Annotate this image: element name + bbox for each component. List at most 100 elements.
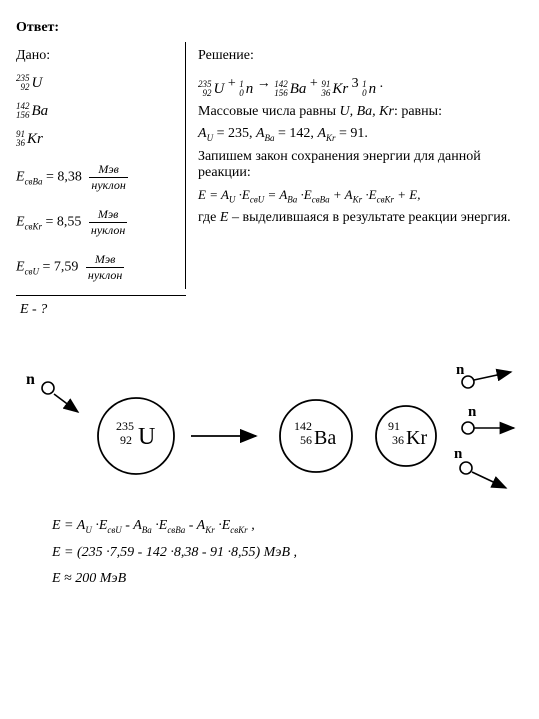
e1-3: свU: [107, 525, 121, 535]
l5-6: ·E: [297, 187, 311, 202]
sol-line2: Массовые числа равны U, Ba, Kr: равны:: [198, 104, 523, 120]
d-ba-mass: 142: [294, 419, 312, 433]
l2c: : равны:: [394, 104, 442, 119]
e-kr-sub: свKr: [25, 222, 42, 232]
d-n1-lbl: n: [456, 362, 465, 378]
e1-9: Kr: [205, 525, 215, 535]
ba-charge: 156: [16, 111, 30, 120]
d-u-mass: 235: [116, 419, 134, 433]
l5-8: + A: [330, 187, 353, 202]
e1-0: E = A: [52, 518, 85, 533]
d-u-circle: [98, 398, 174, 474]
d-n1-arrow: [474, 372, 511, 380]
unit-num-1: Мэв: [89, 162, 127, 178]
e-u-sub: свU: [25, 267, 39, 277]
l2a: Массовые числа равны: [198, 104, 340, 119]
d-u-charge: 92: [120, 433, 132, 447]
r-n1-s: n: [246, 81, 254, 98]
eq-line1: E = AU ·EсвU - ABa ·EсвBa - AKr ·EсвKr ,: [52, 518, 523, 535]
e-u-line: EсвU = 7,59 Мэвнуклон: [16, 252, 177, 283]
answer-label: Ответ:: [16, 20, 523, 36]
e-u-lbl: E: [16, 260, 25, 275]
u-charge: 92: [16, 83, 30, 92]
d-n3-lbl: n: [454, 446, 463, 462]
e-ba-sub: свBa: [25, 177, 43, 187]
sol-line3: AU = 235, ABa = 142, AKr = 91.: [198, 126, 523, 143]
l6a: где: [198, 210, 220, 225]
unit-num-2: Мэв: [89, 207, 127, 223]
kr-charge: 36: [16, 139, 25, 148]
r-n3-s: n: [369, 81, 377, 98]
l3f: = 142,: [275, 126, 318, 141]
l3h: Kr: [326, 133, 336, 143]
eq-line2: E = (235 ·7,59 - 142 ·8,38 - 91 ·8,55) М…: [52, 545, 523, 561]
sol-line5: E = AU ·EсвU = ABa ·EсвBa + AKr ·EсвKr +…: [198, 187, 523, 205]
e-u-eq: = 7,59: [39, 260, 82, 275]
r-kr-c: 36: [321, 89, 330, 98]
r-kr-s: Kr: [332, 81, 348, 98]
unit-den-3: нуклон: [86, 268, 124, 283]
d-n3-arrow: [472, 472, 506, 488]
l6c: – выделившаяся в результате реакции энер…: [228, 210, 510, 225]
d-n-in: n: [26, 371, 35, 388]
given-divider: [16, 295, 186, 296]
r-plus1: +: [228, 76, 239, 91]
e1-5: Ba: [142, 525, 152, 535]
eq-line3: E ≈ 200 МэВ: [52, 571, 523, 587]
e-ba-line: EсвBa = 8,38 Мэвнуклон: [16, 162, 177, 193]
r-ba-s: Ba: [290, 81, 307, 98]
d-n2-lbl: n: [468, 404, 477, 420]
l5-2: ·E: [235, 187, 249, 202]
d-kr-sym: Kr: [406, 427, 427, 449]
find-line: E - ?: [20, 302, 523, 318]
r-ba-c: 156: [274, 89, 288, 98]
r-u-c: 92: [198, 89, 212, 98]
l5-5: Ba: [287, 194, 297, 204]
l3a: A: [198, 126, 207, 141]
e-kr-eq: = 8,55: [42, 215, 85, 230]
d-u-sym: U: [138, 424, 155, 450]
l5-10: ·E: [362, 187, 376, 202]
fission-diagram: n 235 92 U 142 56 Ba 91 36 Kr n n n: [16, 346, 523, 496]
unit-den-2: нуклон: [89, 223, 127, 238]
d-kr-charge: 36: [392, 433, 404, 447]
r-tail: 3: [352, 76, 359, 91]
d-n1-circle: [462, 376, 474, 388]
r-n3-c: 0: [362, 89, 367, 98]
e1-7: свBa: [167, 525, 185, 535]
given-iso-ba: 142156 Ba: [16, 98, 177, 120]
r-plus2: +: [310, 76, 321, 91]
r-n1-c: 0: [239, 89, 244, 98]
d-ba-charge: 56: [300, 433, 312, 447]
e-kr-line: EсвKr = 8,55 Мэвнуклон: [16, 207, 177, 238]
r-arrow: →: [257, 76, 275, 91]
solution-title: Решение:: [198, 48, 523, 64]
final-equations: E = AU ·EсвU - ABa ·EсвBa - AKr ·EсвKr ,…: [52, 518, 523, 587]
ba-sym: Ba: [32, 103, 49, 120]
e-kr-lbl: E: [16, 215, 25, 230]
l5-12: + E,: [394, 187, 420, 202]
e-ba-lbl: E: [16, 170, 25, 185]
l5-7: свBa: [312, 194, 330, 204]
e1-6: ·E: [152, 518, 168, 533]
l5-4: = A: [264, 187, 287, 202]
e1-8: - A: [185, 518, 205, 533]
l3d: A: [256, 126, 265, 141]
main-row: Дано: 23592 U 142156 Ba 9136 Kr EсвBa = …: [16, 42, 523, 289]
reaction-eq: 23592U + 10n → 142156Ba + 9136Kr 3 10n .: [198, 76, 523, 98]
u-sym: U: [32, 75, 43, 92]
kr-sym: Kr: [27, 131, 43, 148]
l5-11: свKr: [377, 194, 394, 204]
d-n-in-arrow: [54, 394, 78, 412]
d-n2-circle: [462, 422, 474, 434]
given-iso-u: 23592 U: [16, 70, 177, 92]
l5-9: Kr: [353, 194, 363, 204]
l2b: U, Ba, Kr: [340, 104, 394, 119]
l3e: Ba: [265, 133, 275, 143]
e1-10: ·E: [215, 518, 231, 533]
sol-line6: где E – выделившаяся в результате реакци…: [198, 210, 523, 226]
d-n-in-circle: [42, 382, 54, 394]
given-iso-kr: 9136 Kr: [16, 126, 177, 148]
r-u-s: U: [214, 81, 225, 98]
e1-4: - A: [122, 518, 142, 533]
